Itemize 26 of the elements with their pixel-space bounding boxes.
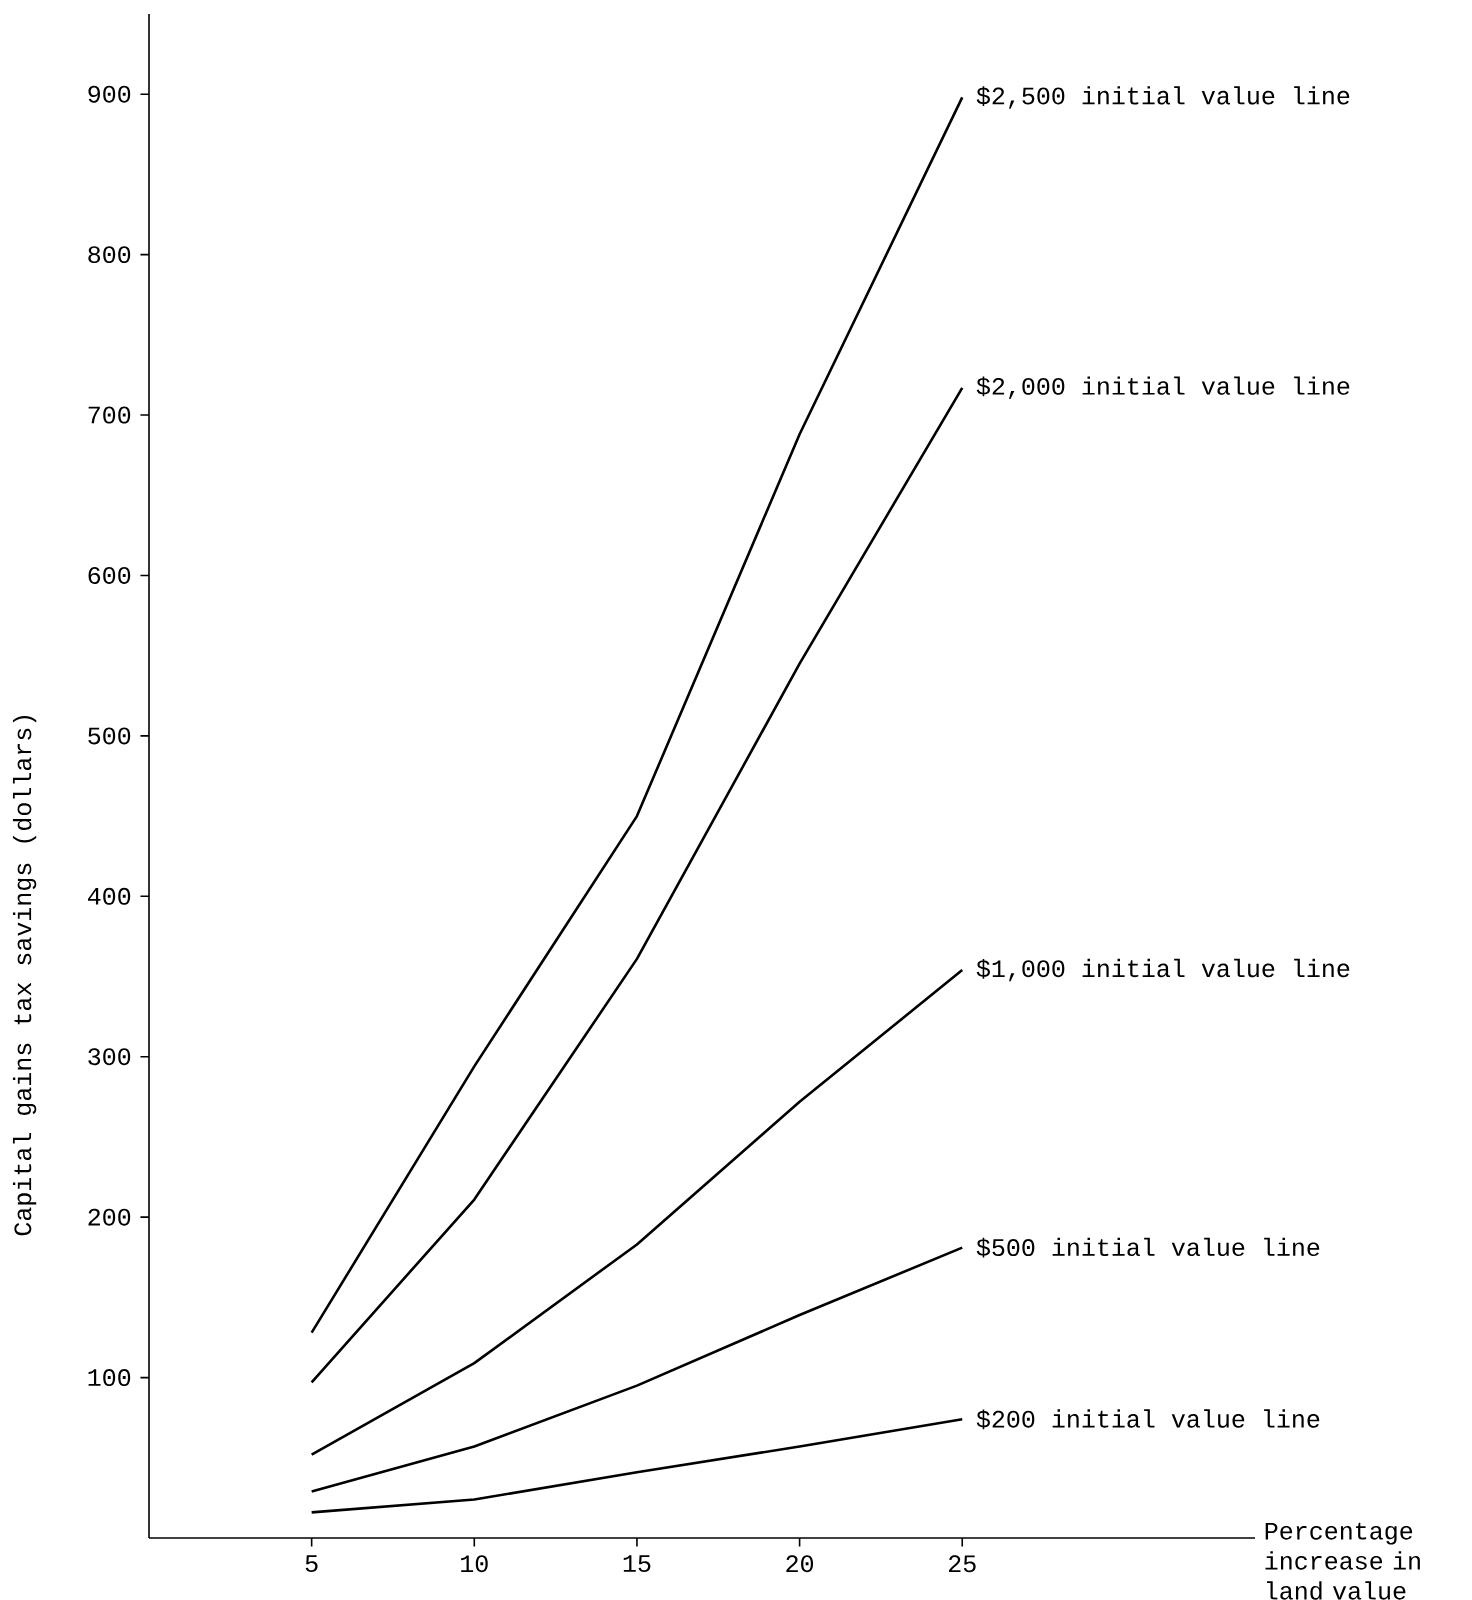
- y-tick-label: 200: [88, 1208, 131, 1226]
- y-tick-label: 300: [88, 1048, 131, 1066]
- x-tick-label: 5: [305, 1555, 318, 1572]
- line-series: [310, 386, 964, 1384]
- y-tick-label: 900: [88, 85, 131, 103]
- x-tick-label: 15: [623, 1555, 651, 1572]
- series-label: $1,000 initial value line: [976, 958, 1350, 982]
- series-label: $2,000 initial value line: [976, 376, 1350, 400]
- y-tick-label: 100: [88, 1369, 131, 1387]
- line-series: [310, 968, 964, 1456]
- y-axis-title: Capital gains tax savings (dollars): [12, 715, 37, 1236]
- x-tick-label: 10: [461, 1555, 488, 1573]
- x-tick-label: 20: [786, 1555, 814, 1573]
- y-tick-label: 700: [88, 406, 131, 424]
- series-label: $200 initial value line: [976, 1409, 1320, 1430]
- series-label: $500 initial value line: [976, 1237, 1320, 1258]
- line-series: [310, 1417, 964, 1514]
- x-tick-label: 25: [949, 1555, 976, 1573]
- series-label: $2,500 initial value line: [976, 86, 1350, 109]
- line-series: [310, 96, 964, 1334]
- y-tick-label: 400: [87, 887, 131, 905]
- y-tick-label: 600: [88, 567, 131, 584]
- x-axis-title: Percentage increase in land value: [1265, 1522, 1420, 1600]
- y-tick-label: 500: [88, 727, 131, 745]
- y-tick-label: 800: [88, 246, 131, 264]
- line-series: [310, 1246, 964, 1493]
